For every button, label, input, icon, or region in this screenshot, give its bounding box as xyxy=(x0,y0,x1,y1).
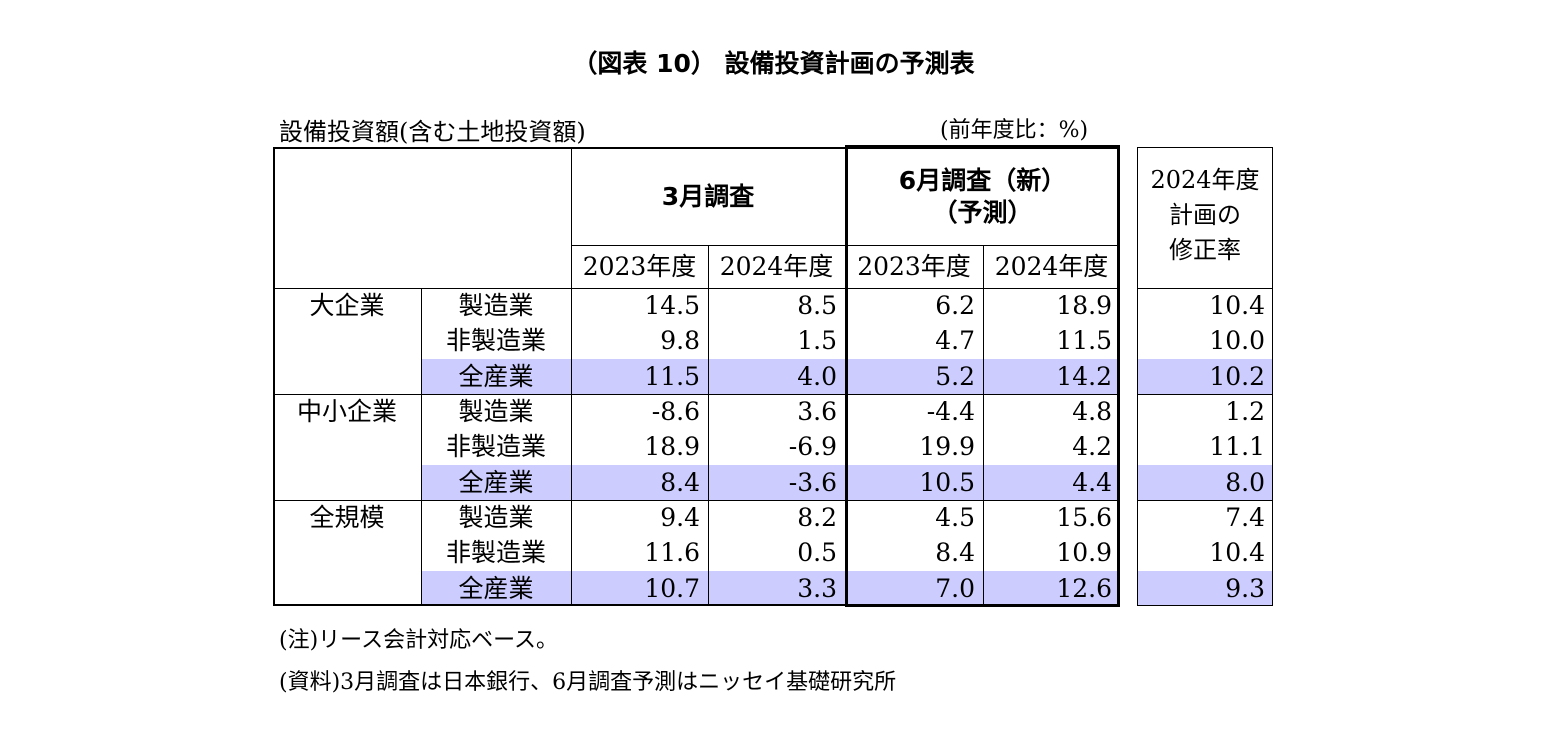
industry-label: 全産業 xyxy=(458,467,534,497)
year-header: 2024年度 xyxy=(994,252,1109,281)
value-cell: 0.5 xyxy=(797,538,837,568)
value-cell: 10.5 xyxy=(919,467,975,497)
grid-line xyxy=(1137,499,1273,501)
industry-label: 非製造業 xyxy=(445,432,546,462)
grid-line xyxy=(571,245,1120,246)
grid-line xyxy=(1137,288,1273,289)
value-cell: 8.4 xyxy=(660,467,700,497)
grid-line xyxy=(273,288,1120,289)
value-cell: 4.7 xyxy=(935,326,975,356)
value-cell: 9.4 xyxy=(660,502,700,532)
industry-label: 製造業 xyxy=(458,502,534,532)
value-cell: 14.2 xyxy=(1056,361,1112,391)
march-survey-header: 3月調査 xyxy=(661,182,755,211)
grid-line xyxy=(273,499,1120,501)
table-subtitle: 設備投資額(含む土地投資額) xyxy=(279,118,586,146)
grid-line xyxy=(571,147,572,606)
note-text: (注)リース会計対応ベース。 xyxy=(279,628,558,653)
value-cell: -6.9 xyxy=(788,432,837,462)
revision-cell: 10.4 xyxy=(1209,291,1265,320)
row-highlight xyxy=(1137,464,1273,500)
revision-cell: 11.1 xyxy=(1209,432,1265,462)
value-cell: 1.5 xyxy=(797,326,837,356)
value-cell: 6.2 xyxy=(935,291,975,320)
row-highlight xyxy=(421,570,1120,606)
value-cell: 4.2 xyxy=(1072,432,1112,462)
grid-line xyxy=(273,393,1120,395)
company-size-label: 中小企業 xyxy=(296,396,397,426)
value-cell: -8.6 xyxy=(651,396,700,426)
value-cell: 18.9 xyxy=(644,432,700,462)
value-cell: 11.5 xyxy=(1056,326,1112,356)
value-cell: 8.2 xyxy=(797,502,837,532)
value-cell: 4.4 xyxy=(1072,467,1112,497)
value-cell: 4.5 xyxy=(935,502,975,532)
industry-label: 非製造業 xyxy=(445,538,546,568)
year-header: 2024年度 xyxy=(719,252,834,281)
revision-cell: 10.2 xyxy=(1209,361,1265,391)
revision-cell: 10.4 xyxy=(1209,538,1265,568)
industry-label: 製造業 xyxy=(458,396,534,426)
revision-cell: 10.0 xyxy=(1209,326,1265,356)
industry-label: 非製造業 xyxy=(445,326,546,356)
grid-line xyxy=(1137,393,1273,395)
revision-cell: 1.2 xyxy=(1225,396,1265,426)
value-cell: 4.8 xyxy=(1072,396,1112,426)
revision-cell: 7.4 xyxy=(1225,502,1265,532)
revision-header: 修正率 xyxy=(1169,236,1241,264)
row-highlight xyxy=(421,358,1120,394)
revision-cell: 9.3 xyxy=(1225,573,1265,603)
grid-line xyxy=(983,245,984,606)
revision-frame xyxy=(1137,147,1273,606)
value-cell: 8.4 xyxy=(935,538,975,568)
value-cell: 15.6 xyxy=(1056,502,1112,532)
industry-label: 製造業 xyxy=(458,291,534,320)
value-cell: -4.4 xyxy=(926,396,975,426)
company-size-label: 大企業 xyxy=(309,291,385,320)
value-cell: 19.9 xyxy=(919,432,975,462)
value-cell: 10.9 xyxy=(1056,538,1112,568)
june-survey-subheader: （予測） xyxy=(932,198,1033,227)
revision-header: 計画の xyxy=(1169,201,1241,229)
company-size-label: 全規模 xyxy=(309,502,385,532)
year-header: 2023年度 xyxy=(857,252,971,281)
page-title: （図表 10） 設備投資計画の予測表 xyxy=(572,49,975,78)
value-cell: 11.6 xyxy=(644,538,700,568)
unit-label: (前年度比：%) xyxy=(940,118,1089,143)
value-cell: 11.5 xyxy=(644,361,700,391)
value-cell: 5.2 xyxy=(935,361,975,391)
june-survey-header: 6月調査（新） xyxy=(898,166,1067,195)
value-cell: 18.9 xyxy=(1056,291,1112,320)
year-header: 2023年度 xyxy=(582,252,697,281)
value-cell: 3.6 xyxy=(797,396,837,426)
value-cell: 8.5 xyxy=(797,291,837,320)
revision-cell: 8.0 xyxy=(1225,467,1265,497)
value-cell: 12.6 xyxy=(1056,573,1112,603)
revision-header: 2024年度 xyxy=(1150,166,1260,194)
value-cell: 3.3 xyxy=(797,573,837,603)
value-cell: 4.0 xyxy=(797,361,837,391)
value-cell: 14.5 xyxy=(644,291,700,320)
row-highlight xyxy=(1137,570,1273,606)
value-cell: 7.0 xyxy=(935,573,975,603)
value-cell: 9.8 xyxy=(660,326,700,356)
source-text: (資料)3月調査は日本銀行、6月調査予測はニッセイ基礎研究所 xyxy=(279,670,897,695)
value-cell: 10.7 xyxy=(644,573,700,603)
row-highlight xyxy=(421,464,1120,500)
row-highlight xyxy=(1137,358,1273,394)
grid-line xyxy=(421,288,422,606)
value-cell: -3.6 xyxy=(788,467,837,497)
industry-label: 全産業 xyxy=(458,573,534,603)
industry-label: 全産業 xyxy=(458,361,534,391)
grid-line xyxy=(708,245,709,606)
